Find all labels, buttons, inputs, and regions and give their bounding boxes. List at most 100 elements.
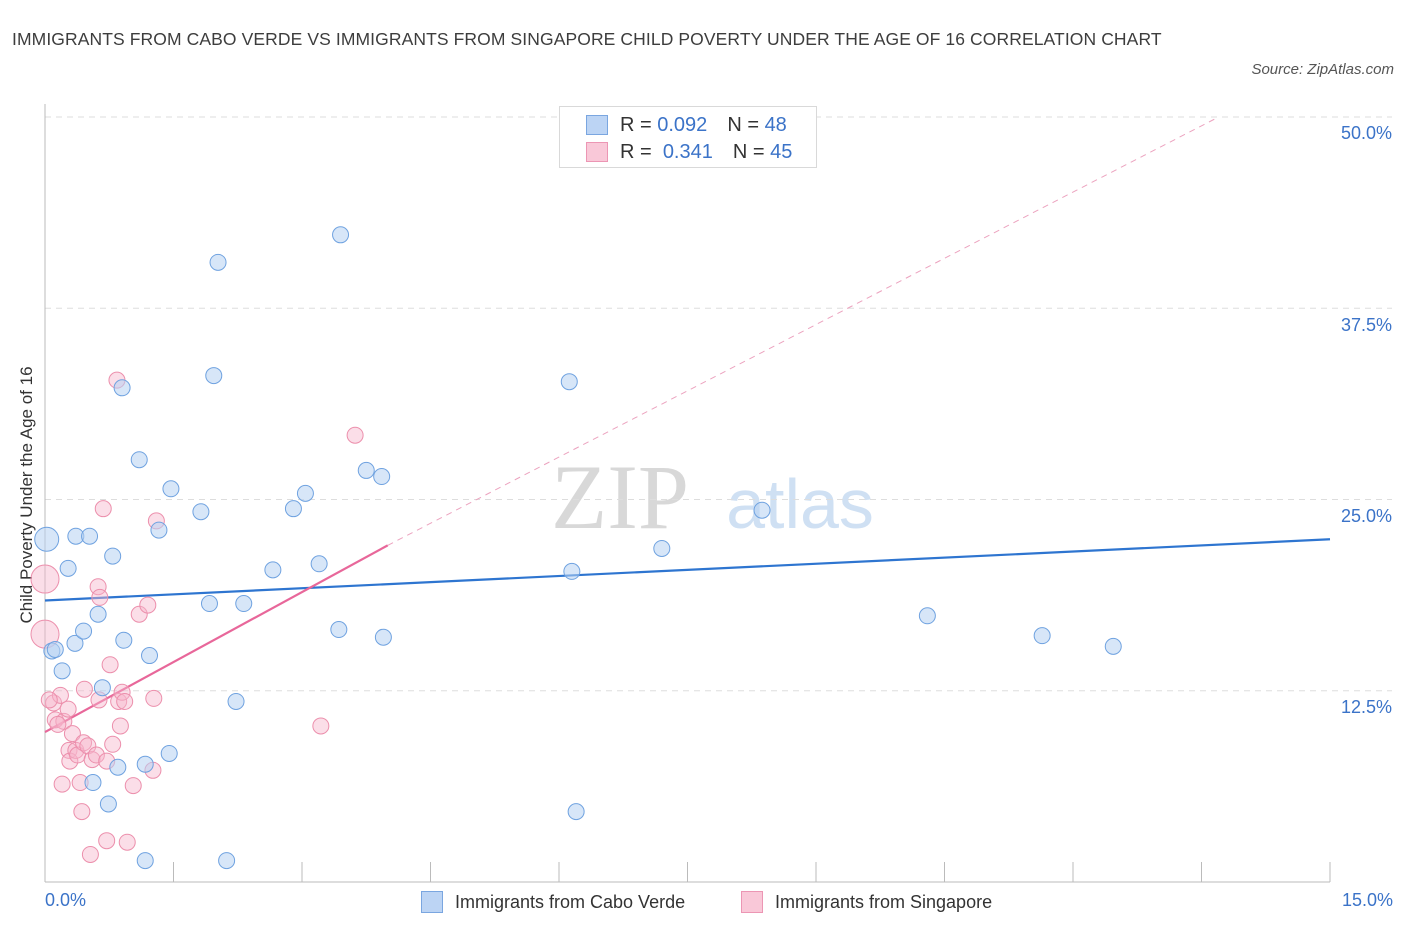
singapore-point [110, 692, 128, 710]
singapore-point [53, 775, 71, 793]
singapore-point [101, 656, 119, 674]
cabo-verde-trend-line [44, 538, 1331, 602]
cabo-verde-point [1033, 627, 1051, 645]
cabo-verde-point [81, 527, 99, 545]
cabo-verde-point [284, 500, 302, 518]
cabo-verde-point [84, 774, 102, 792]
cabo-verde-point [109, 758, 127, 776]
singapore-legend-swatch [741, 891, 763, 913]
legend-r-label: R = [620, 140, 652, 163]
singapore-point [63, 725, 81, 743]
cabo-verde-point [209, 253, 227, 271]
singapore-point [40, 691, 58, 709]
singapore-point [346, 426, 364, 444]
x-tick-label-max: 15.0% [1341, 890, 1393, 910]
cabo-verde-swatch [586, 115, 608, 135]
cabo-verde-point [205, 367, 223, 385]
cabo-verde-point [560, 373, 578, 391]
singapore-point [94, 500, 112, 518]
cabo-verde-point [218, 852, 236, 870]
singapore-r-value: 0.341 [662, 140, 713, 163]
cabo-verde-point [918, 607, 936, 625]
singapore-point [91, 588, 109, 606]
legend-n-label: N = [732, 140, 765, 163]
singapore-point [75, 680, 93, 698]
cabo-verde-point [59, 559, 77, 577]
cabo-verde-n-value: 48 [764, 113, 787, 136]
singapore-point [46, 711, 64, 729]
y-tick-label: 25.0% [1340, 506, 1392, 526]
cabo-verde-point [160, 744, 178, 762]
watermark-zip: ZIP [551, 446, 689, 548]
singapore-point [81, 845, 99, 863]
cabo-verde-point [89, 605, 107, 623]
singapore-point [139, 596, 157, 614]
cabo-verde-point [373, 468, 391, 486]
singapore-point [130, 605, 148, 623]
cabo-verde-point [1104, 637, 1122, 655]
cabo-verde-point [66, 634, 84, 652]
legend-row-singapore: R = 0.341 N = 45 [586, 139, 792, 165]
x-tick-label-min: 0.0% [45, 890, 87, 910]
singapore-point [111, 717, 129, 735]
cabo-verde-legend-label: Immigrants from Cabo Verde [455, 891, 686, 912]
cabo-verde-point [357, 461, 375, 479]
watermark-atlas: atlas [726, 465, 874, 543]
singapore-point [118, 833, 136, 851]
cabo-verde-point [141, 647, 159, 665]
cabo-verde-points [34, 226, 1122, 870]
y-tick-label: 12.5% [1340, 697, 1392, 717]
singapore-point [87, 746, 105, 764]
singapore-point [73, 803, 91, 821]
cabo-verde-point [753, 501, 771, 519]
singapore-point [98, 832, 116, 850]
cabo-verde-point [330, 621, 348, 639]
singapore-point [312, 717, 330, 735]
singapore-point [124, 777, 142, 795]
singapore-trend-line [44, 544, 389, 734]
cabo-verde-point [104, 547, 122, 565]
cabo-verde-point [235, 595, 253, 613]
legend-r-label: R = [620, 113, 652, 136]
correlation-legend: R = 0.092 N = 48 R = 0.341 N = 45 [559, 106, 817, 168]
cabo-verde-point [563, 562, 581, 580]
cabo-verde-point [200, 595, 218, 613]
legend-n-label: N = [727, 113, 759, 136]
cabo-verde-point [653, 539, 671, 557]
cabo-verde-point [567, 803, 585, 821]
chart-title: IMMIGRANTS FROM CABO VERDE VS IMMIGRANTS… [12, 29, 1162, 49]
cabo-verde-point [374, 628, 392, 646]
cabo-verde-point [310, 555, 328, 573]
cabo-verde-point [150, 521, 168, 539]
cabo-verde-point [53, 662, 71, 680]
cabo-verde-point [130, 451, 148, 469]
singapore-trend-extension [387, 116, 1219, 546]
cabo-verde-point [93, 679, 111, 697]
cabo-verde-point [113, 379, 131, 397]
singapore-legend-label: Immigrants from Singapore [775, 891, 993, 912]
cabo-verde-point [332, 226, 350, 244]
cabo-verde-point [136, 852, 154, 870]
cabo-verde-point [227, 692, 245, 710]
singapore-point [116, 692, 134, 710]
cabo-verde-point [99, 795, 117, 813]
cabo-verde-point [136, 755, 154, 773]
cabo-verde-point [192, 503, 210, 521]
cabo-verde-r-value: 0.092 [657, 113, 708, 136]
cabo-verde-legend-swatch [421, 891, 443, 913]
singapore-point [30, 564, 60, 594]
legend-row-cabo-verde: R = 0.092 N = 48 [586, 112, 787, 138]
legend-item-cabo-verde: Immigrants from Cabo Verde [421, 889, 685, 915]
axes [44, 104, 1331, 883]
y-tick-label: 50.0% [1340, 123, 1392, 143]
cabo-verde-point [75, 622, 93, 640]
cabo-verde-point [162, 480, 180, 498]
singapore-points [30, 371, 364, 863]
legend-item-singapore: Immigrants from Singapore [741, 889, 992, 915]
singapore-point [89, 578, 107, 596]
cabo-verde-point [34, 526, 60, 552]
singapore-point [49, 715, 67, 733]
cabo-verde-point [115, 631, 133, 649]
trend-lines [44, 116, 1331, 734]
